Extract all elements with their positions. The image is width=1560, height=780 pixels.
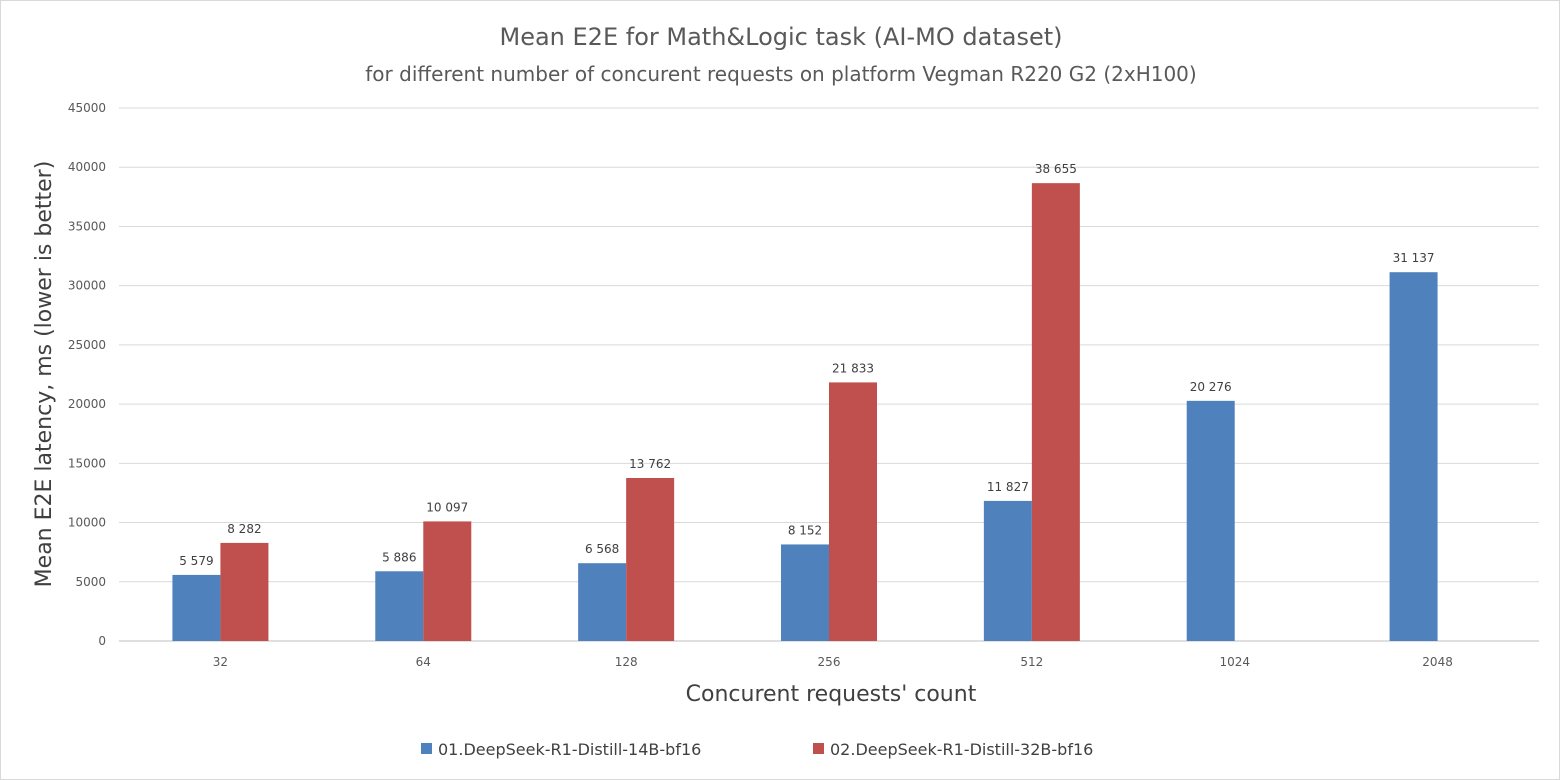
data-label: 21 833 (832, 361, 874, 375)
y-tick-label: 15000 (68, 456, 106, 470)
bar-32-series-2 (220, 542, 269, 641)
legend-label-32b: 02.DeepSeek-R1-Distill-32B-bf16 (830, 740, 1093, 759)
data-label: 5 579 (179, 554, 213, 568)
y-tick-label: 35000 (68, 219, 106, 233)
chart-subtitle: for different number of concurent reques… (365, 62, 1196, 86)
bar-256-series-1 (781, 544, 829, 641)
y-tick-label: 30000 (68, 279, 106, 293)
data-label: 38 655 (1035, 162, 1077, 176)
y-tick-label: 20000 (68, 397, 106, 411)
y-tick-label: 0 (98, 634, 106, 648)
x-axis-title: Concurent requests' count (686, 682, 977, 707)
y-tick-label: 40000 (68, 160, 106, 174)
x-tick-labels: 32 64 128 256 512 1024 2048 (213, 655, 1453, 669)
data-label: 20 276 (1190, 380, 1232, 394)
y-tick-label: 10000 (68, 516, 106, 530)
x-tick-label: 32 (213, 655, 228, 669)
bar-64-series-1 (375, 571, 424, 641)
y-tick-label: 25000 (68, 338, 106, 352)
legend: 01.DeepSeek-R1-Distill-14B-bf16 02.DeepS… (421, 740, 1093, 759)
bar-128-series-1 (578, 563, 627, 641)
data-label: 31 137 (1393, 251, 1435, 265)
bar-64-series-2 (423, 521, 472, 641)
y-tick-label: 5000 (75, 575, 106, 589)
chart-title: Mean E2E for Math&Logic task (AI-MO data… (500, 23, 1063, 51)
data-label: 6 568 (585, 542, 619, 556)
data-label: 10 097 (426, 500, 468, 514)
y-tick-label: 45000 (68, 101, 106, 115)
y-axis-title: Mean E2E latency, ms (lower is better) (32, 161, 57, 588)
x-tick-label: 256 (818, 655, 841, 669)
x-tick-label: 512 (1020, 655, 1043, 669)
data-label: 5 886 (382, 550, 416, 564)
legend-label-14b: 01.DeepSeek-R1-Distill-14B-bf16 (438, 740, 701, 759)
x-tick-label: 2048 (1422, 655, 1453, 669)
bar-layer (172, 183, 1438, 641)
bar-512-series-2 (1031, 183, 1080, 641)
bar-256-series-2 (829, 382, 877, 641)
data-label: 13 762 (629, 457, 671, 471)
x-tick-label: 64 (416, 655, 431, 669)
bar-512-series-1 (983, 500, 1032, 641)
data-label: 8 282 (227, 522, 261, 536)
data-label: 8 152 (788, 523, 822, 537)
y-tick-labels: 0 5000 10000 15000 20000 25000 30000 35000 40000… (68, 101, 106, 648)
bar-32-series-1 (172, 574, 221, 641)
data-label: 11 827 (987, 480, 1029, 494)
x-tick-label: 1024 (1219, 655, 1250, 669)
legend-swatch-14b (421, 743, 432, 754)
bar-1024-series-1 (1186, 400, 1235, 641)
data-labels: 5 579 8 282 5 886 10 097 6 568 13 762 8 152 21 … (179, 162, 1434, 568)
bar-2048-series-1 (1389, 272, 1438, 641)
x-tick-label: 128 (615, 655, 638, 669)
legend-swatch-32b (813, 743, 824, 754)
bar-128-series-2 (626, 477, 675, 641)
